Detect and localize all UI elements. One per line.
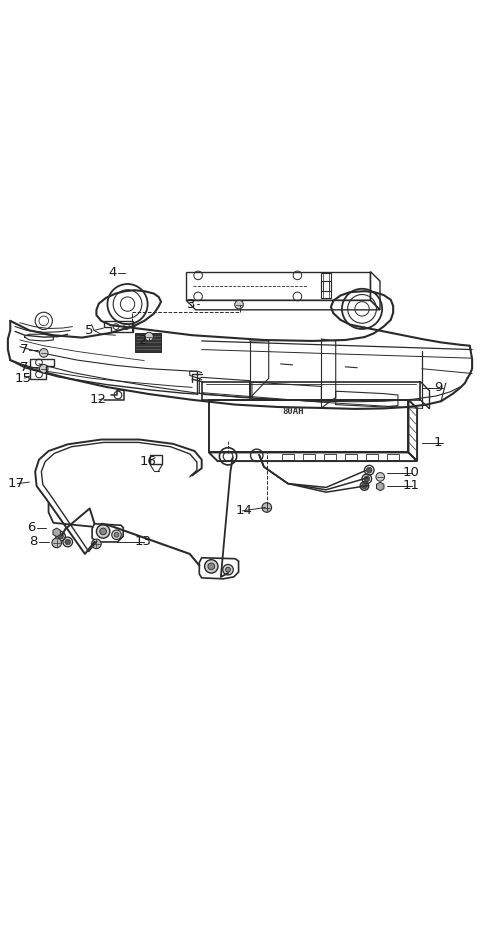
Circle shape xyxy=(361,483,367,489)
Text: 13: 13 xyxy=(135,536,152,549)
Circle shape xyxy=(145,333,154,341)
Circle shape xyxy=(96,525,110,538)
Text: 7: 7 xyxy=(20,361,28,374)
Circle shape xyxy=(92,539,101,549)
Circle shape xyxy=(226,567,230,572)
Text: 9: 9 xyxy=(434,381,442,394)
Text: 1: 1 xyxy=(434,436,443,449)
Text: 80AH: 80AH xyxy=(282,408,303,416)
Text: 8: 8 xyxy=(29,536,38,549)
Bar xyxy=(150,455,162,465)
Circle shape xyxy=(208,563,215,570)
Circle shape xyxy=(39,364,48,373)
Text: 4: 4 xyxy=(108,266,117,280)
Text: 12: 12 xyxy=(89,393,106,407)
Circle shape xyxy=(112,530,121,539)
Bar xyxy=(323,282,329,299)
Text: 5: 5 xyxy=(84,324,93,337)
Text: 15: 15 xyxy=(15,372,32,385)
Bar xyxy=(324,454,336,460)
Circle shape xyxy=(39,349,48,357)
Circle shape xyxy=(65,539,71,545)
Text: 10: 10 xyxy=(403,466,420,479)
Bar xyxy=(303,454,315,460)
Circle shape xyxy=(52,538,61,548)
Circle shape xyxy=(262,502,272,512)
Text: 17: 17 xyxy=(8,477,25,490)
Bar xyxy=(282,454,294,460)
Bar xyxy=(322,273,331,291)
Polygon shape xyxy=(135,333,161,352)
Bar xyxy=(387,454,399,460)
Circle shape xyxy=(235,301,243,309)
Circle shape xyxy=(223,564,233,575)
Circle shape xyxy=(364,476,370,482)
Text: 14: 14 xyxy=(235,504,252,518)
Polygon shape xyxy=(53,528,60,537)
Circle shape xyxy=(114,533,119,538)
Text: 6: 6 xyxy=(27,521,36,534)
Circle shape xyxy=(376,472,384,482)
Text: 3: 3 xyxy=(187,298,196,311)
Circle shape xyxy=(100,528,107,535)
Text: 11: 11 xyxy=(403,480,420,492)
Circle shape xyxy=(204,559,218,574)
Text: 2: 2 xyxy=(140,335,148,348)
Bar xyxy=(366,454,378,460)
Circle shape xyxy=(58,534,63,539)
Bar xyxy=(323,273,329,291)
Bar xyxy=(322,282,331,299)
Text: 7: 7 xyxy=(20,343,28,356)
Text: 16: 16 xyxy=(140,455,156,467)
Circle shape xyxy=(366,467,372,473)
Bar xyxy=(345,454,357,460)
Polygon shape xyxy=(376,483,384,491)
